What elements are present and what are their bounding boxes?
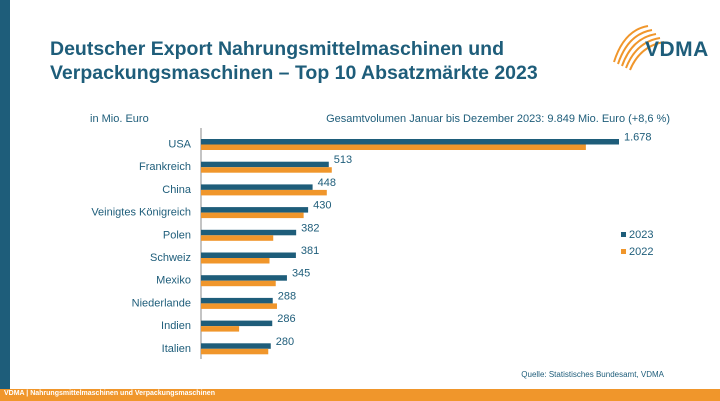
page-title: Deutscher Export Nahrungsmittelmaschinen… — [50, 37, 570, 85]
legend-label-2023: 2023 — [629, 229, 653, 241]
data-label: 381 — [301, 245, 319, 257]
chart-subtitle: Gesamtvolumen Januar bis Dezember 2023: … — [326, 113, 670, 125]
data-label: 382 — [301, 222, 319, 234]
category-label: Niederlande — [132, 297, 191, 309]
category-label: Polen — [163, 229, 191, 241]
footer-text: VDMA | Nahrungsmittelmaschinen und Verpa… — [4, 390, 215, 397]
category-label: Indien — [161, 320, 191, 332]
category-label: Schweiz — [150, 252, 191, 264]
data-label: 430 — [313, 200, 331, 212]
bar-2022 — [201, 189, 327, 196]
data-label: 448 — [318, 177, 336, 189]
bar-2023 — [201, 320, 273, 327]
category-label: USA — [168, 139, 191, 151]
bar-2023 — [201, 161, 329, 168]
bar-2022 — [201, 348, 269, 355]
bar-chart: USA 1.678 Frankreich 513 China 448 Veinigtes K… — [91, 128, 653, 359]
bar-2023 — [201, 297, 273, 304]
data-label: 345 — [292, 268, 310, 280]
category-label: Mexiko — [156, 275, 191, 287]
title-line-2: Verpackungsmaschinen – Top 10 Absatzmärk… — [50, 62, 538, 84]
data-label: 280 — [276, 336, 294, 348]
category-label: Frankreich — [139, 161, 191, 173]
title-line-1: Deutscher Export Nahrungsmittelmaschinen… — [50, 38, 504, 60]
bar-2023 — [201, 229, 297, 236]
bar-2023 — [201, 207, 309, 213]
footer-bar: VDMA | Nahrungsmittelmaschinen und Verpa… — [0, 389, 720, 401]
data-label: 288 — [278, 290, 296, 302]
category-label: Veinigtes Königreich — [91, 207, 191, 219]
vdma-logo-icon — [613, 25, 665, 71]
bar-2023 — [201, 252, 296, 258]
data-label: 513 — [334, 154, 352, 166]
legend-swatch-2023 — [621, 232, 626, 237]
bar-2022 — [201, 258, 270, 264]
bar-2023 — [201, 275, 287, 281]
data-label: 286 — [277, 313, 295, 325]
bar-2022 — [201, 280, 276, 287]
bar-2022 — [201, 212, 304, 219]
bar-2022 — [201, 167, 332, 173]
category-label: China — [162, 184, 192, 196]
bar-2023 — [201, 343, 271, 349]
bar-2022 — [201, 235, 274, 241]
unit-label: in Mio. Euro — [90, 113, 149, 125]
left-accent-rule — [0, 0, 10, 389]
bar-2023 — [201, 139, 619, 145]
data-label: 1.678 — [624, 132, 652, 144]
bar-2022 — [201, 303, 277, 309]
legend-swatch-2022 — [621, 249, 626, 254]
source-note: Quelle: Statistisches Bundesamt, VDMA — [521, 370, 664, 379]
legend-label-2022: 2022 — [629, 246, 653, 258]
bar-2022 — [201, 326, 240, 332]
logo-text: VDMA — [645, 38, 709, 61]
bar-2022 — [201, 144, 586, 150]
bar-2023 — [201, 184, 313, 190]
category-label: Italien — [162, 343, 191, 355]
